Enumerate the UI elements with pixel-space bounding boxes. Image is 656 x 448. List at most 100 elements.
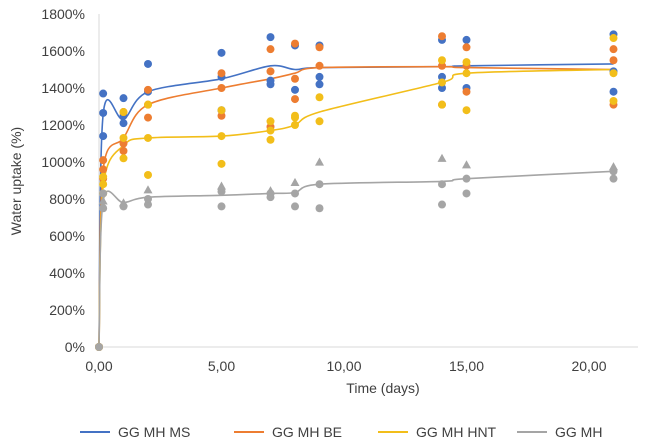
y-tick-label: 1800% <box>41 6 85 22</box>
gg-mh-ms-point <box>99 108 108 117</box>
gg-mh-be-point <box>462 87 471 96</box>
legend-label: GG MH HNT <box>416 424 497 440</box>
gg-mh-point <box>462 174 471 183</box>
x-tick-label: 0,00 <box>85 358 112 374</box>
gg-mh-point <box>438 180 446 189</box>
gg-mh-point <box>290 177 300 186</box>
gg-mh-hnt-point <box>609 34 618 43</box>
gg-mh-be-curve <box>98 65 614 348</box>
gg-mh-point <box>98 196 108 205</box>
gg-mh-hnt-point <box>119 154 128 163</box>
y-tick-label: 1000% <box>41 154 85 170</box>
gg-mh-hnt-point <box>462 106 471 115</box>
gg-mh-hnt-point <box>217 159 226 168</box>
gg-mh-ms-point <box>609 87 618 96</box>
gg-mh-point <box>291 202 299 211</box>
y-axis-title: Water uptake (%) <box>8 127 24 235</box>
x-tick-label: 15,00 <box>449 358 484 374</box>
gg-mh-hnt-point <box>119 108 128 117</box>
gg-mh-hnt-point <box>144 133 152 142</box>
gg-mh-ms-point <box>99 132 108 141</box>
gg-mh-hnt-point <box>217 132 226 141</box>
gg-mh-be-point <box>291 74 299 83</box>
gg-mh-point <box>609 162 618 171</box>
gg-mh-hnt-point <box>99 172 108 181</box>
gg-mh-be-point <box>119 146 128 155</box>
gg-mh-be-point <box>438 61 446 70</box>
y-tick-label: 400% <box>49 265 85 281</box>
gg-mh-be-point <box>217 69 226 78</box>
gg-mh-ms-point <box>217 48 226 57</box>
gg-mh-point <box>315 204 324 213</box>
gg-mh-hnt-point <box>438 56 446 65</box>
gg-mh-be-point <box>438 32 446 41</box>
gg-mh-hnt-point <box>266 135 275 144</box>
gg-mh-ms-point <box>144 59 152 68</box>
gg-mh-be-point <box>315 43 324 52</box>
gg-mh-be-point <box>144 113 152 122</box>
gg-mh-ms-point <box>99 89 108 98</box>
y-tick-label: 600% <box>49 228 85 244</box>
gg-mh-hnt-point <box>609 69 618 78</box>
gg-mh-be-point <box>291 95 299 104</box>
gg-mh-hnt-point <box>144 100 152 109</box>
x-tick-label: 5,00 <box>208 358 235 374</box>
y-tick-label: 1200% <box>41 117 85 133</box>
gg-mh-be-point <box>144 85 152 94</box>
gg-mh-point <box>462 189 471 198</box>
legend-label: GG MH MS <box>118 424 190 440</box>
gg-mh-point <box>315 180 324 189</box>
gg-mh-be-point <box>99 165 108 174</box>
gg-mh-point <box>143 185 153 194</box>
gg-mh-point <box>99 189 108 198</box>
gg-mh-be-point <box>99 156 108 165</box>
gg-mh-hnt-point <box>315 117 324 126</box>
gg-mh-point <box>291 189 299 198</box>
gg-mh-be-point <box>609 56 618 65</box>
gg-mh-point <box>217 202 226 211</box>
gg-mh-hnt-point <box>291 121 299 129</box>
legend-item-gg-mh: GG MH <box>517 424 602 440</box>
gg-mh-hnt-point <box>119 133 128 142</box>
legend-item-gg-mh-hnt: GG MH HNT <box>378 424 497 440</box>
y-tick-label: 800% <box>49 191 85 207</box>
gg-mh-be-point <box>609 45 618 54</box>
gg-mh-ms-point <box>119 94 128 103</box>
gg-mh-hnt-point <box>609 96 618 105</box>
axes: 0% 200% 400% 600% 800% 1000% 1200% 1400% 1600% 18… <box>41 6 638 374</box>
gg-mh-hnt-point <box>217 106 226 115</box>
gg-mh-hnt-point <box>99 180 108 189</box>
gg-mh-hnt-point <box>266 117 275 126</box>
gg-mh-ms-point <box>315 80 324 89</box>
gg-mh-point <box>462 160 471 169</box>
gg-mh-hnt-point <box>315 93 324 102</box>
gg-mh-ms-point <box>438 84 446 92</box>
x-axis-title: Time (days) <box>346 380 419 396</box>
y-tick-label: 200% <box>49 302 85 318</box>
gg-mh-be-point <box>462 43 471 52</box>
gg-mh-point <box>144 195 152 203</box>
x-tick-label: 10,00 <box>326 358 361 374</box>
gg-mh-point <box>609 174 618 183</box>
gg-mh-ms-point <box>315 72 324 81</box>
gg-mh-point <box>99 204 108 213</box>
gg-mh-point <box>119 198 128 207</box>
gg-mh-ms-point <box>291 85 299 94</box>
gg-mh-hnt-point <box>438 100 446 109</box>
legend: GG MH MS GG MH BE GG MH HNT GG MH <box>80 424 602 440</box>
legend-label: GG MH <box>555 424 602 440</box>
gg-mh-ms-curve <box>98 63 614 348</box>
gg-mh-hnt-curve <box>98 68 614 348</box>
gg-mh-point <box>437 153 447 162</box>
gg-mh-point <box>217 181 226 190</box>
legend-item-gg-mh-be: GG MH BE <box>234 424 342 440</box>
gg-mh-hnt-point <box>144 170 152 179</box>
gg-mh-point <box>266 186 275 195</box>
gg-mh-be-point <box>217 111 226 120</box>
y-tick-label: 1600% <box>41 43 85 59</box>
gg-mh-point <box>144 200 152 209</box>
gg-mh-ms-point <box>438 72 446 81</box>
y-tick-label: 0% <box>65 339 85 355</box>
gg-mh-ms-point <box>462 35 471 44</box>
